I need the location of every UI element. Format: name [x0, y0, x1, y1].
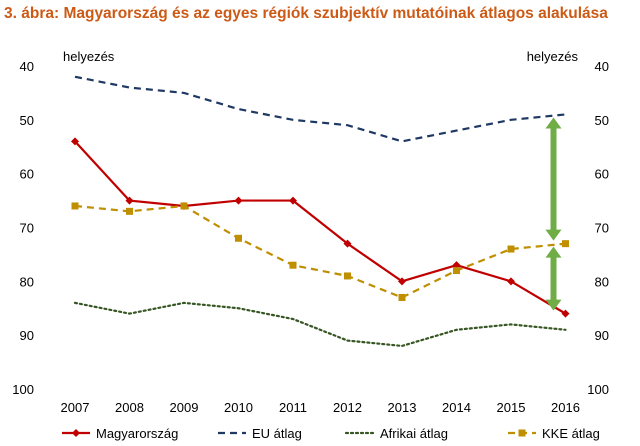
legend-item: EU átlag — [218, 426, 302, 441]
x-tick-label: 2015 — [497, 400, 526, 415]
data-point — [453, 267, 460, 275]
y-tick-label-left: 90 — [20, 328, 34, 343]
double-arrow — [545, 246, 562, 311]
y-tick-label-left: 70 — [20, 221, 34, 236]
data-point — [398, 277, 406, 286]
data-point — [126, 207, 133, 215]
data-point — [561, 309, 570, 318]
legend-label: KKE átlag — [542, 426, 600, 441]
y-tick-label-right: 50 — [595, 113, 609, 128]
y-tick-label-left: 40 — [20, 59, 34, 74]
x-tick-label: 2011 — [279, 400, 307, 415]
y-tick-label-right: 80 — [595, 274, 609, 289]
x-tick-label: 2007 — [61, 400, 90, 415]
data-point — [344, 272, 351, 280]
series-line — [74, 204, 566, 299]
data-point — [71, 137, 79, 146]
series-line — [74, 140, 567, 315]
figure-title: 3. ábra: Magyarország és az egyes régiók… — [4, 5, 608, 22]
series-line — [73, 301, 567, 348]
series-afrikai-tlag — [73, 301, 567, 348]
x-tick-label: 2012 — [333, 400, 362, 415]
y-axis-left: 40 50 60 70 80 90 100 — [12, 59, 34, 397]
y-tick-label-right: 100 — [587, 382, 609, 397]
y-tick-label-left: 80 — [20, 274, 34, 289]
x-tick-label: 2008 — [115, 400, 144, 415]
y-axis-left-label: helyezés — [63, 49, 115, 64]
data-point — [234, 196, 243, 205]
data-point — [125, 196, 134, 205]
x-tick-label: 2016 — [551, 400, 580, 415]
x-tick-label: 2009 — [170, 400, 199, 415]
legend: Magyarország EU átlag Afrikai átlag KKE átl… — [62, 426, 600, 441]
x-axis: 2007 2008 2009 2010 2011 2012 2013 2014 2015 2016 — [61, 400, 580, 415]
y-tick-label-right: 40 — [595, 59, 609, 74]
y-tick-label-left: 100 — [12, 382, 34, 397]
series-magyarorsz-g — [71, 137, 570, 318]
data-point — [289, 196, 297, 205]
series-line — [74, 75, 566, 143]
x-tick-label: 2013 — [388, 400, 417, 415]
plot-area — [71, 75, 570, 348]
legend-marker — [518, 429, 526, 437]
legend-label: Afrikai átlag — [380, 426, 448, 441]
annotations — [545, 117, 562, 311]
y-tick-label-right: 90 — [595, 328, 609, 343]
legend-label: EU átlag — [252, 426, 302, 441]
series-eu-tlag — [74, 75, 566, 143]
series-kke-tlag — [71, 202, 569, 301]
y-axis-right: 40 50 60 70 80 90 100 — [587, 59, 609, 397]
data-point — [289, 261, 297, 269]
x-tick-label: 2014 — [442, 400, 471, 415]
legend-item: KKE átlag — [508, 426, 600, 441]
y-tick-label-right: 60 — [595, 167, 609, 182]
y-tick-label-left: 50 — [20, 113, 34, 128]
y-tick-label-left: 60 — [20, 167, 34, 182]
data-point — [180, 202, 188, 210]
legend-item: Afrikai átlag — [344, 426, 448, 441]
data-point — [398, 293, 406, 301]
data-point — [562, 240, 569, 248]
legend-label: Magyarország — [96, 426, 178, 441]
legend-marker — [72, 429, 80, 437]
double-arrow — [545, 117, 562, 241]
data-point — [507, 277, 515, 286]
data-point — [507, 245, 515, 253]
y-axis-right-label: helyezés — [527, 49, 579, 64]
data-point — [343, 239, 352, 248]
y-tick-label-right: 70 — [595, 221, 609, 236]
data-point — [235, 234, 242, 242]
x-tick-label: 2010 — [224, 400, 253, 415]
legend-item: Magyarország — [62, 426, 178, 441]
data-point — [71, 202, 79, 210]
